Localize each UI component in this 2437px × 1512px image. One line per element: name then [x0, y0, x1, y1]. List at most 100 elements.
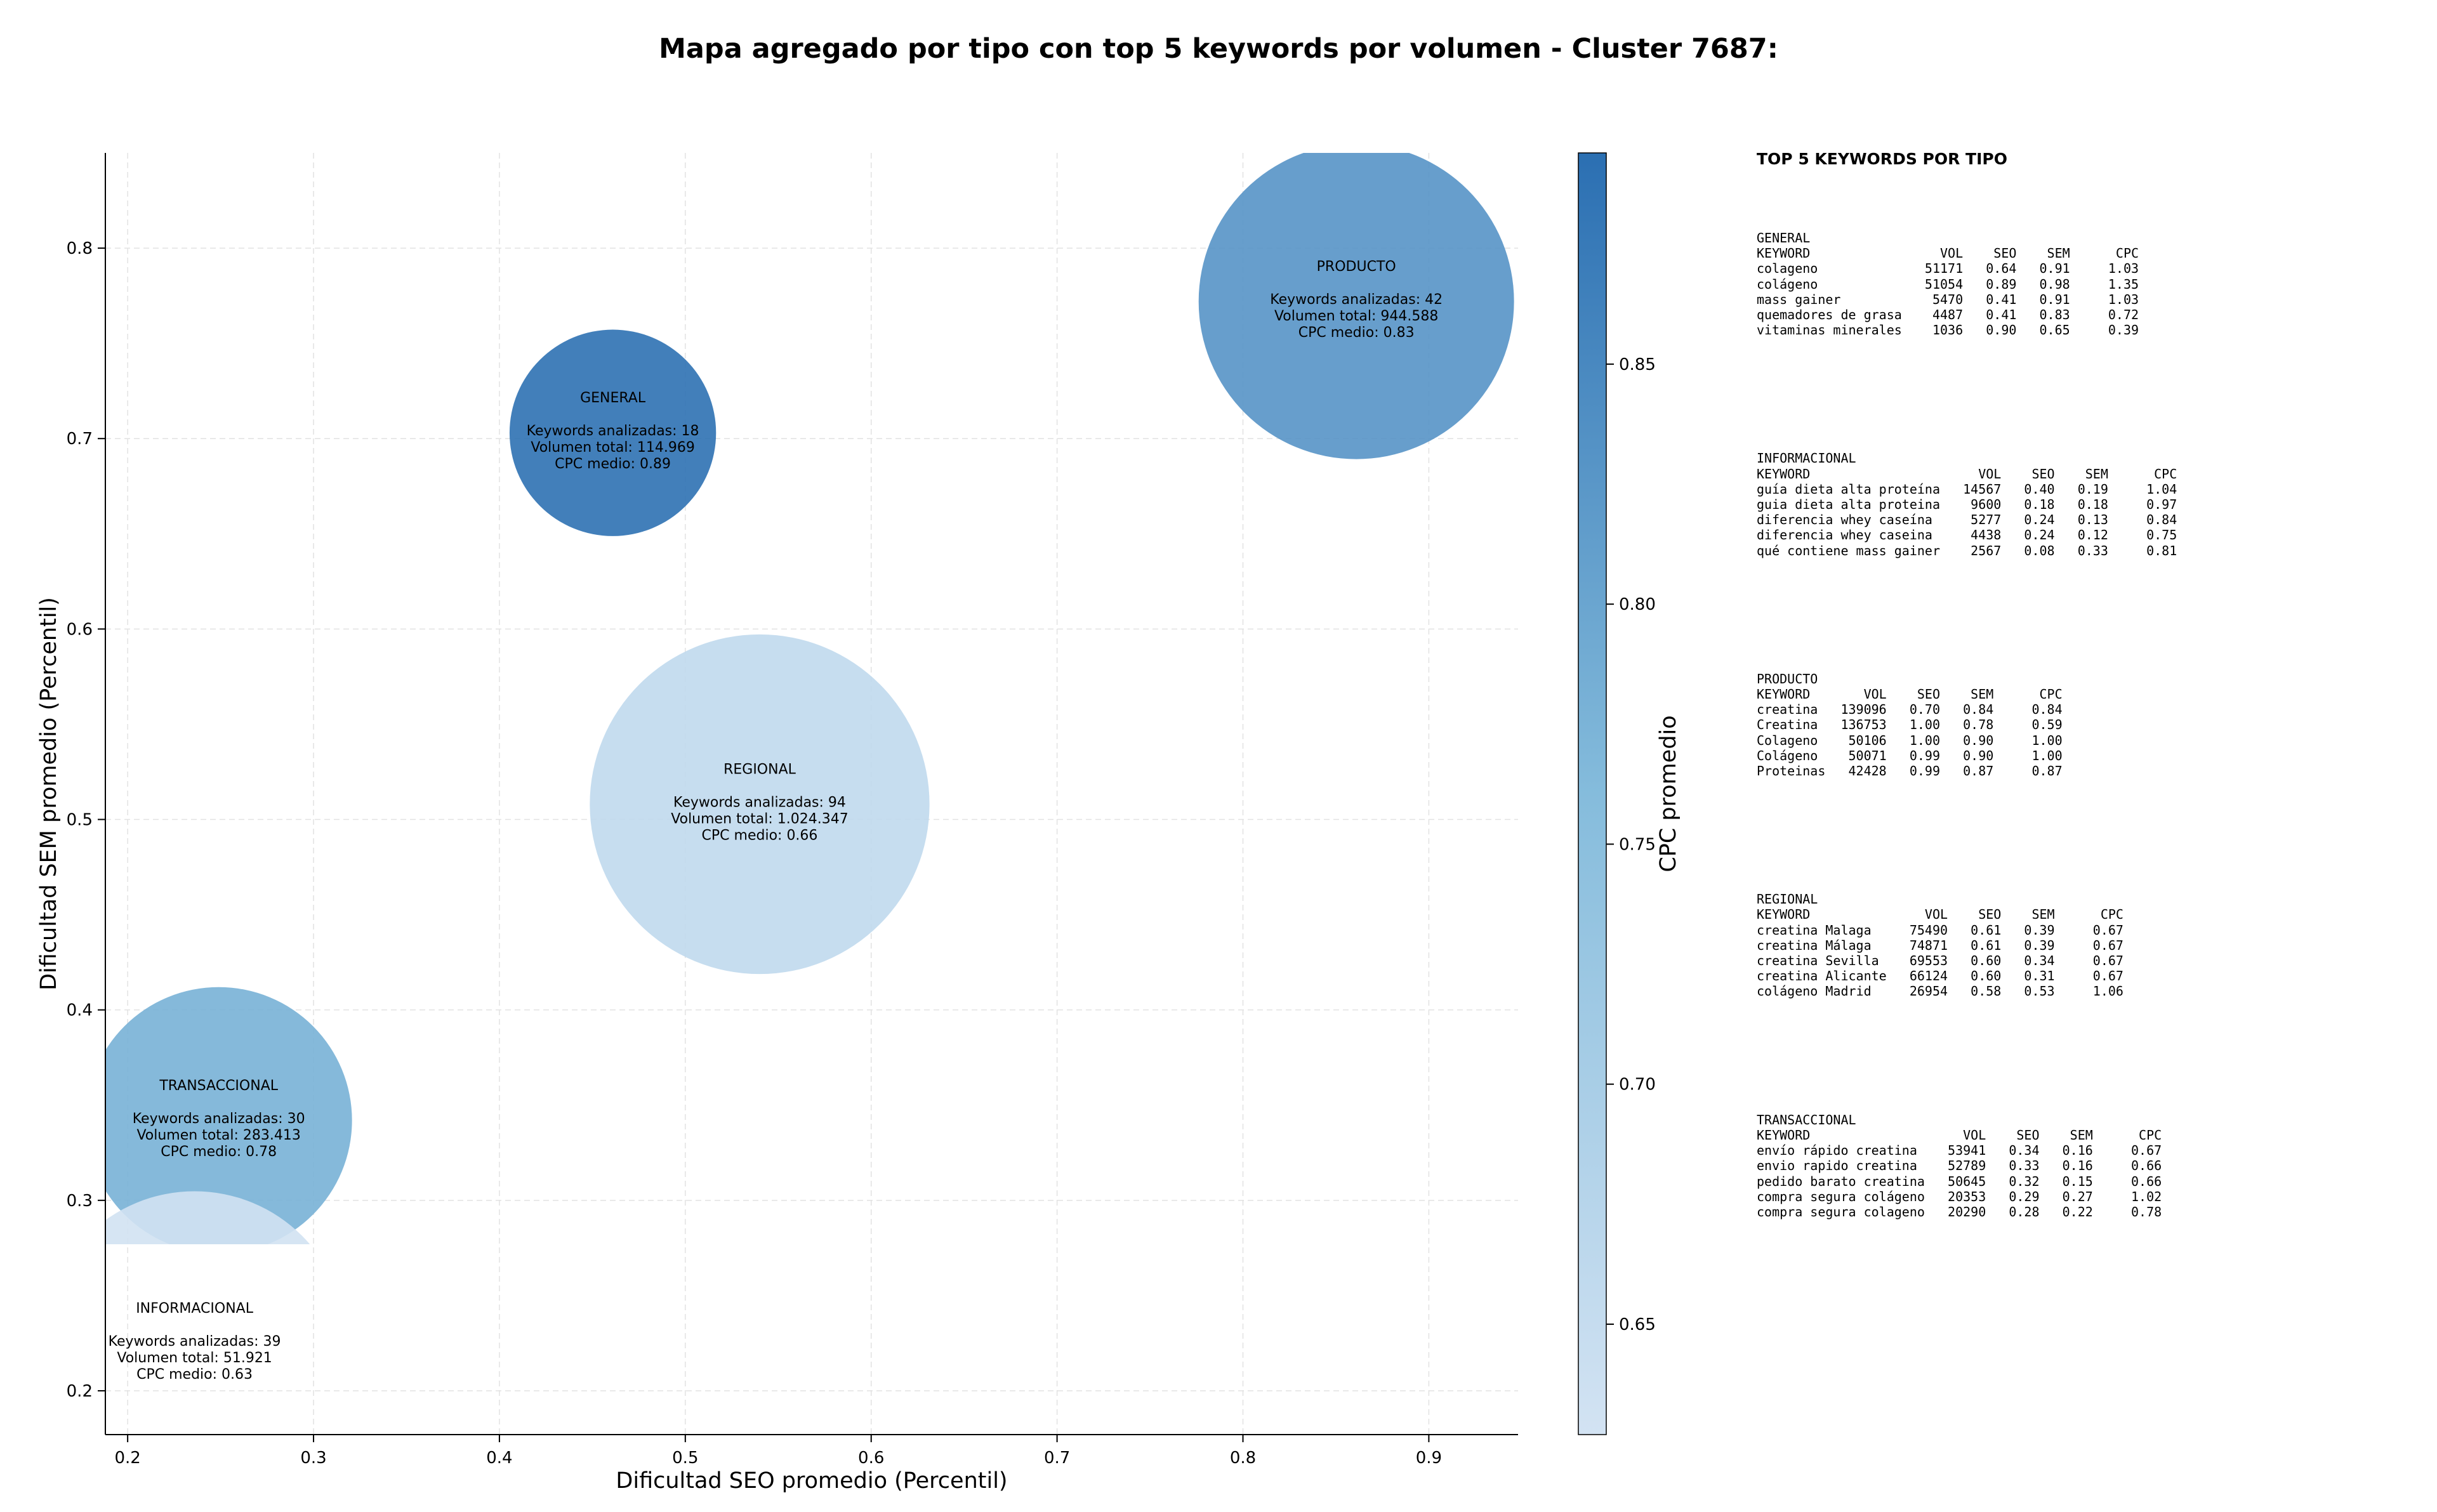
- bubble-label-keywords-label: Keywords analizadas: 18: [527, 423, 699, 439]
- x-tick-label: 0.6: [858, 1449, 884, 1468]
- table-row: compra segura colágeno 20353 0.29 0.27 1…: [1757, 1188, 2162, 1204]
- table-header: KEYWORD VOL SEO SEM CPC: [1757, 907, 2123, 923]
- bubble-informacional: [105, 1191, 310, 1244]
- x-tick-label: 0.4: [486, 1449, 512, 1468]
- y-axis-label: Dificultad SEM promedio (Percentil): [36, 597, 62, 990]
- colorbar-tick-label: 0.70: [1619, 1075, 1656, 1095]
- bubble-producto: [1198, 153, 1514, 459]
- x-tick-label: 0.5: [672, 1449, 698, 1468]
- block-heading: TRANSACCIONAL: [1757, 1112, 1856, 1127]
- colorbar: 0.65 0.70 0.75 0.80 0.85 CPC promedio: [1578, 152, 1681, 1435]
- y-tick-label: 0.3: [67, 1192, 93, 1211]
- block-heading: REGIONAL: [1757, 891, 1818, 907]
- top-keywords-panel: TOP 5 KEYWORDS POR TIPO GENERAL KEYWORD V…: [1757, 150, 2417, 1332]
- table-row: diferencia whey caseina 4438 0.24 0.12 0…: [1757, 527, 2177, 543]
- y-tick-label: 0.2: [67, 1382, 93, 1401]
- y-tick-label: 0.4: [67, 1001, 93, 1020]
- table-row: guía dieta alta proteína 14567 0.40 0.19…: [1757, 481, 2177, 497]
- colorbar-tick-label: 0.85: [1619, 355, 1656, 374]
- chart-title: Mapa agregado por tipo con top 5 keyword…: [659, 33, 1778, 65]
- x-axis-label: Dificultad SEO promedio (Percentil): [616, 1468, 1007, 1494]
- table-row: compra segura colageno 20290 0.28 0.22 0…: [1757, 1204, 2162, 1219]
- bubble-label-keywords-label: Keywords analizadas: 30: [133, 1111, 305, 1127]
- bubble-label-type: GENERAL: [580, 390, 646, 406]
- block-heading: INFORMACIONAL: [1757, 450, 1856, 466]
- bubble-label-volume-label: Volumen total: 1.024.347: [671, 812, 848, 827]
- table-row: colágeno Madrid 26954 0.58 0.53 1.06: [1757, 983, 2123, 999]
- bubble-label-keywords-label: Keywords analizadas: 42: [1270, 292, 1443, 308]
- bubble-label-volume-label: Volumen total: 114.969: [531, 440, 694, 456]
- table-row: Proteinas 42428 0.99 0.87 0.87: [1757, 763, 2063, 779]
- y-ticks: 0.2 0.3 0.4 0.5 0.6 0.7 0.8: [67, 239, 105, 1401]
- block-heading: GENERAL: [1757, 230, 1811, 246]
- axes: [105, 153, 1518, 1435]
- bubble-label-cpc-label: CPC medio: 0.63: [136, 1367, 253, 1383]
- table-row: creatina Málaga 74871 0.61 0.39 0.67: [1757, 937, 2123, 953]
- bubble-label-type: INFORMACIONAL: [136, 1301, 254, 1317]
- table-row: envío rápido creatina 53941 0.34 0.16 0.…: [1757, 1143, 2162, 1159]
- y-tick-label: 0.7: [67, 430, 93, 449]
- bubble-label-type: TRANSACCIONAL: [159, 1078, 278, 1094]
- table-row: colageno 51171 0.64 0.91 1.03: [1757, 261, 2139, 277]
- table-row: diferencia whey caseína 5277 0.24 0.13 0…: [1757, 512, 2177, 528]
- colorbar-tick-label: 0.75: [1619, 835, 1656, 854]
- keyword-block-producto: PRODUCTO KEYWORD VOL SEO SEM CPC creatina …: [1757, 671, 2417, 779]
- table-row: creatina Sevilla 69553 0.60 0.34 0.67: [1757, 953, 2123, 969]
- colorbar-label: CPC promedio: [1656, 715, 1681, 872]
- table-row: envio rapido creatina 52789 0.33 0.16 0.…: [1757, 1158, 2162, 1174]
- bubble-regional: [590, 634, 930, 975]
- table-row: vitaminas minerales 1036 0.90 0.65 0.39: [1757, 322, 2139, 338]
- keyword-block-regional: REGIONAL KEYWORD VOL SEO SEM CPC creatina …: [1757, 891, 2417, 999]
- bubbles: [105, 153, 1514, 1244]
- table-header: KEYWORD VOL SEO SEM CPC: [1757, 1127, 2162, 1143]
- table-row: mass gainer 5470 0.41 0.91 1.03: [1757, 291, 2139, 307]
- table-row: pedido barato creatina 50645 0.32 0.15 0…: [1757, 1173, 2162, 1189]
- bubble-label-keywords-label: Keywords analizadas: 39: [109, 1334, 281, 1350]
- table-row: Colageno 50106 1.00 0.90 1.00: [1757, 732, 2063, 748]
- x-tick-label: 0.7: [1044, 1449, 1070, 1468]
- x-ticks: 0.2 0.3 0.4 0.5 0.6 0.7 0.8 0.9: [114, 1435, 1442, 1468]
- table-header: KEYWORD VOL SEO SEM CPC: [1757, 246, 2139, 261]
- colorbar-tick-label: 0.80: [1619, 595, 1656, 614]
- bubble-label-type: PRODUCTO: [1317, 259, 1396, 275]
- bubble-label-keywords-label: Keywords analizadas: 94: [673, 795, 846, 811]
- bubble-label-volume-label: Volumen total: 283.413: [136, 1127, 300, 1143]
- table-header: KEYWORD VOL SEO SEM CPC: [1757, 466, 2177, 482]
- bubble-label-cpc-label: CPC medio: 0.89: [555, 456, 671, 472]
- keyword-block-general: GENERAL KEYWORD VOL SEO SEM CPC colageno 5…: [1757, 230, 2417, 338]
- table-row: creatina Malaga 75490 0.61 0.39 0.67: [1757, 922, 2123, 938]
- y-tick-label: 0.8: [67, 239, 93, 258]
- bubble-label-volume-label: Volumen total: 51.921: [117, 1350, 272, 1366]
- bubble-label-cpc-label: CPC medio: 0.78: [161, 1144, 277, 1160]
- table-row: colágeno 51054 0.89 0.98 1.35: [1757, 276, 2139, 292]
- table-row: quemadores de grasa 4487 0.41 0.83 0.72: [1757, 307, 2139, 323]
- table-row: creatina Alicante 66124 0.60 0.31 0.67: [1757, 968, 2123, 984]
- table-row: Colágeno 50071 0.99 0.90 1.00: [1757, 747, 2063, 763]
- bubble-transaccional: [105, 987, 352, 1244]
- bubble-general: [509, 329, 717, 536]
- keyword-blocks: GENERAL KEYWORD VOL SEO SEM CPC colageno 5…: [1757, 230, 2417, 1219]
- colorbar-ticks: 0.65 0.70 0.75 0.80 0.85: [1606, 355, 1656, 1334]
- bubble-label-cpc-label: CPC medio: 0.83: [1298, 325, 1415, 341]
- table-row: Creatina 136753 1.00 0.78 0.59: [1757, 717, 2063, 733]
- table-header: KEYWORD VOL SEO SEM CPC: [1757, 687, 2063, 702]
- bubble-label-volume-label: Volumen total: 944.588: [1274, 308, 1438, 324]
- bubble-label-type: REGIONAL: [723, 762, 796, 778]
- colorbar-gradient: [1578, 152, 1607, 1435]
- x-tick-label: 0.9: [1416, 1449, 1442, 1468]
- x-tick-label: 0.2: [114, 1449, 140, 1468]
- keyword-block-transaccional: TRANSACCIONAL KEYWORD VOL SEO SEM CPC enví…: [1757, 1112, 2417, 1219]
- keyword-block-informacional: INFORMACIONAL KEYWORD VOL SEO SEM CPC guía…: [1757, 450, 2417, 558]
- y-tick-label: 0.5: [67, 811, 93, 830]
- table-row: qué contiene mass gainer 2567 0.08 0.33 …: [1757, 542, 2177, 558]
- panel-title: TOP 5 KEYWORDS POR TIPO: [1757, 150, 2007, 168]
- table-row: creatina 139096 0.70 0.84 0.84: [1757, 702, 2063, 718]
- table-row: guia dieta alta proteina 9600 0.18 0.18 …: [1757, 497, 2177, 513]
- block-heading: PRODUCTO: [1757, 671, 1818, 687]
- colorbar-tick-label: 0.65: [1619, 1315, 1656, 1334]
- x-tick-label: 0.3: [300, 1449, 326, 1468]
- bubble-label-cpc-label: CPC medio: 0.66: [702, 828, 818, 844]
- x-tick-label: 0.8: [1230, 1449, 1256, 1468]
